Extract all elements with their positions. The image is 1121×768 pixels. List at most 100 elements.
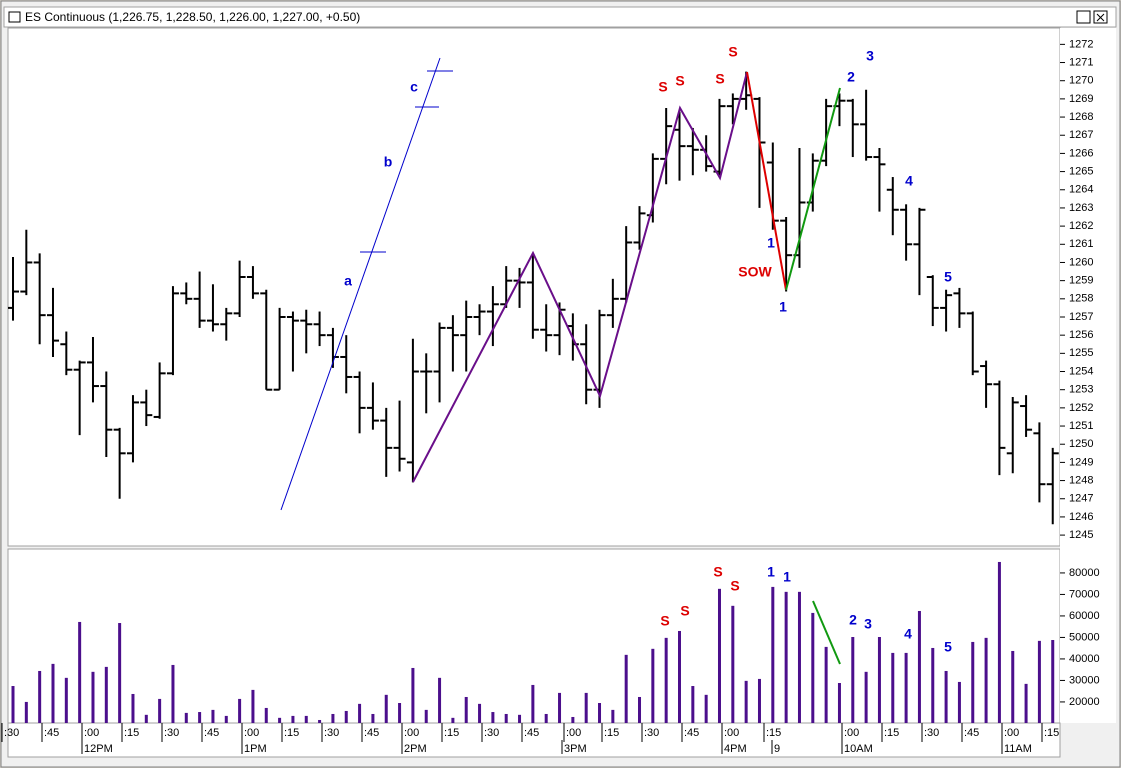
y-tick-label: 1246 bbox=[1069, 511, 1093, 523]
x-minor-label: :15 bbox=[444, 727, 459, 739]
y-tick-label: 1254 bbox=[1069, 365, 1093, 377]
volume-bar bbox=[771, 586, 775, 723]
volume-bar bbox=[891, 652, 895, 723]
volume-bar bbox=[504, 713, 508, 723]
restore-button[interactable] bbox=[1076, 10, 1091, 24]
time-axis bbox=[7, 722, 1061, 758]
volume-trend bbox=[812, 600, 841, 665]
x-minor-label: :15 bbox=[766, 727, 781, 739]
volume-bar bbox=[877, 637, 881, 723]
volume-bar bbox=[997, 561, 1001, 723]
volume-bar bbox=[984, 637, 988, 723]
volume-bar bbox=[917, 610, 921, 723]
x-major-label: 12PM bbox=[84, 743, 113, 755]
x-minor-label: :30 bbox=[4, 727, 19, 739]
x-major-label: 10AM bbox=[844, 743, 873, 755]
annotation: 1 bbox=[783, 569, 791, 585]
x-minor-label: :15 bbox=[1044, 727, 1059, 739]
volume-bar bbox=[278, 717, 282, 723]
annotation: S bbox=[675, 73, 684, 89]
volume-bar bbox=[691, 686, 695, 723]
volume-bar bbox=[251, 689, 255, 723]
x-major-label: 1PM bbox=[244, 743, 267, 755]
annotation: 2 bbox=[849, 612, 857, 628]
volume-bar bbox=[38, 670, 42, 723]
annotation: 4 bbox=[904, 626, 912, 642]
volume-bar bbox=[757, 678, 761, 723]
volume-bar bbox=[451, 717, 455, 723]
y-tick-label: 1272 bbox=[1069, 38, 1093, 50]
x-minor-label: :15 bbox=[884, 727, 899, 739]
y-tick-label: 1265 bbox=[1069, 165, 1093, 177]
y-tick-label: 60000 bbox=[1069, 610, 1100, 622]
annotation: S bbox=[660, 613, 669, 629]
volume-bar bbox=[131, 693, 135, 723]
x-minor-label: :30 bbox=[324, 727, 339, 739]
volume-bar bbox=[291, 715, 295, 723]
y-tick-label: 40000 bbox=[1069, 653, 1100, 665]
volume-bar bbox=[211, 709, 215, 723]
volume-bar bbox=[158, 698, 162, 723]
annotation: S bbox=[680, 603, 689, 619]
volume-bar bbox=[318, 719, 322, 723]
window-icon bbox=[8, 11, 21, 23]
x-major-label: 9 bbox=[774, 743, 780, 755]
x-minor-label: :45 bbox=[684, 727, 699, 739]
volume-bar bbox=[784, 591, 788, 723]
y-tick-label: 1268 bbox=[1069, 111, 1093, 123]
annotation: 3 bbox=[864, 616, 872, 632]
x-minor-label: :00 bbox=[724, 727, 739, 739]
volume-bar bbox=[944, 670, 948, 723]
volume-bar bbox=[24, 701, 28, 723]
volume-bar bbox=[144, 714, 148, 723]
volume-bar bbox=[51, 663, 55, 723]
y-tick-label: 1271 bbox=[1069, 56, 1093, 68]
volume-bar bbox=[837, 683, 841, 723]
y-tick-label: 20000 bbox=[1069, 696, 1100, 708]
x-minor-label: :15 bbox=[124, 727, 139, 739]
x-minor-label: :00 bbox=[84, 727, 99, 739]
volume-bar bbox=[1037, 640, 1041, 723]
annotation: S bbox=[715, 71, 724, 87]
volume-bar bbox=[171, 664, 175, 723]
y-tick-label: 80000 bbox=[1069, 567, 1100, 579]
window-title: ES Continuous (1,226.75, 1,228.50, 1,226… bbox=[25, 10, 360, 24]
title-bar bbox=[3, 6, 1117, 28]
volume-bar bbox=[864, 671, 868, 723]
volume-bar bbox=[531, 684, 535, 723]
volume-bar bbox=[118, 623, 122, 723]
volume-bar bbox=[184, 712, 188, 723]
volume-bar bbox=[411, 667, 415, 723]
volume-bar bbox=[224, 715, 228, 723]
volume-bar bbox=[664, 637, 668, 723]
y-tick-label: 1267 bbox=[1069, 129, 1093, 141]
y-tick-label: 1252 bbox=[1069, 402, 1093, 414]
y-tick-label: 30000 bbox=[1069, 674, 1100, 686]
annotation: 5 bbox=[944, 269, 952, 285]
volume-bar bbox=[971, 641, 975, 723]
y-tick-label: 1253 bbox=[1069, 384, 1093, 396]
volume-bar bbox=[544, 713, 548, 723]
x-major-label: 11AM bbox=[1004, 743, 1032, 755]
y-tick-label: 1260 bbox=[1069, 256, 1093, 268]
annotation: 3 bbox=[866, 48, 874, 64]
volume-bar bbox=[558, 692, 562, 723]
x-minor-label: :45 bbox=[204, 727, 219, 739]
volume-bar bbox=[384, 694, 388, 723]
y-tick-label: 1266 bbox=[1069, 147, 1093, 159]
volume-bar bbox=[238, 698, 242, 723]
x-minor-label: :45 bbox=[524, 727, 539, 739]
volume-bar bbox=[957, 681, 961, 723]
volume-bar bbox=[704, 694, 708, 723]
volume-bar bbox=[571, 716, 575, 723]
annotation: S bbox=[730, 578, 739, 594]
volume-bar bbox=[611, 709, 615, 723]
y-tick-label: 1247 bbox=[1069, 493, 1093, 505]
y-tick-label: 1245 bbox=[1069, 529, 1093, 541]
volume-bar bbox=[518, 714, 522, 723]
x-major-label: 4PM bbox=[724, 743, 747, 755]
annotation: 4 bbox=[905, 173, 913, 189]
y-tick-label: 1261 bbox=[1069, 238, 1093, 250]
volume-bar bbox=[651, 648, 655, 723]
